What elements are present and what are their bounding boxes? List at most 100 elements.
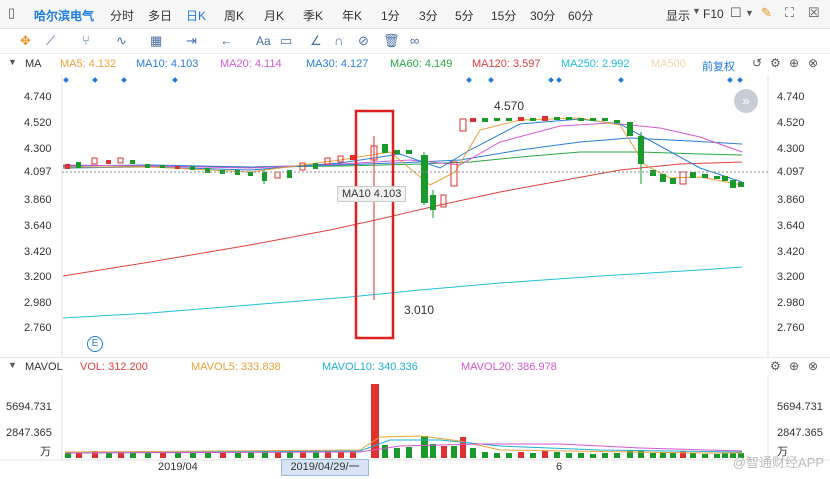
- period-tab[interactable]: 1分: [381, 9, 400, 23]
- low-price-label: 3.010: [404, 303, 435, 317]
- mavol20-line: [64, 443, 743, 454]
- collapse-icon[interactable]: ▼: [8, 57, 17, 67]
- price-tick: 4.740: [24, 91, 52, 103]
- wave-tool-icon[interactable]: ∿: [116, 33, 127, 48]
- magnet-icon[interactable]: ∩: [334, 33, 344, 48]
- price-tick: 2.980: [24, 297, 52, 309]
- chevron-down-icon[interactable]: ▼: [692, 6, 701, 16]
- ma60-label: MA60: 4.149: [390, 58, 453, 70]
- mavol5-label: MAVOL5: 333.838: [191, 361, 281, 373]
- period-tab[interactable]: 月K: [264, 9, 285, 23]
- ma-legend: ▼ MA MA5: 4.132 MA10: 4.103 MA20: 4.114 …: [0, 54, 830, 74]
- ruler-icon[interactable]: ∠: [310, 33, 322, 48]
- date-label: 2019/04: [158, 461, 198, 473]
- text-tool[interactable]: Aa: [256, 34, 271, 48]
- price-tick-right-current: 4.097: [777, 166, 805, 178]
- period-tab[interactable]: 60分: [568, 9, 594, 23]
- checkbox-icon[interactable]: ☐: [730, 5, 742, 20]
- period-tab[interactable]: 季K: [303, 9, 324, 23]
- mavol10-line: [64, 439, 743, 454]
- close-icon[interactable]: ⊗: [808, 56, 819, 70]
- volume-tick-right: 2847.365: [777, 427, 823, 439]
- price-tick-right: 3.860: [777, 194, 805, 206]
- event-markers: [63, 77, 743, 83]
- close-icon[interactable]: ⊗: [808, 359, 819, 373]
- panel-toggle-icon[interactable]: ▯: [8, 5, 16, 20]
- period-tab-active[interactable]: 日K: [186, 9, 207, 23]
- spike-candle: [370, 145, 378, 161]
- price-tick: 3.860: [24, 194, 52, 206]
- price-tick-right: 3.640: [777, 220, 805, 232]
- ma5-label: MA5: 4.132: [60, 58, 117, 70]
- volume-unit: 万: [40, 446, 51, 458]
- move-icon[interactable]: ✥: [20, 33, 31, 48]
- ma10-line: [62, 118, 743, 183]
- collapse-icon[interactable]: ▼: [8, 360, 17, 370]
- price-tick: 4.520: [24, 117, 52, 129]
- settings-icon[interactable]: ⚙: [770, 56, 781, 70]
- ma500-label: MA500: [651, 58, 686, 70]
- stock-name[interactable]: 哈尔滨电气: [34, 9, 95, 23]
- display-menu[interactable]: 显示: [666, 9, 691, 23]
- highlight-box: [354, 109, 395, 340]
- fork-tool-icon[interactable]: ⑂: [82, 33, 90, 48]
- ma250-label: MA250: 2.992: [561, 58, 630, 70]
- adjust-menu[interactable]: 前复权: [702, 61, 735, 73]
- price-tick-right: 4.740: [777, 91, 805, 103]
- period-tab[interactable]: 周K: [224, 9, 245, 23]
- grid-tool-icon[interactable]: ▦: [150, 33, 163, 48]
- link-icon[interactable]: ∞: [410, 33, 420, 48]
- mavol-title: MAVOL: [25, 361, 63, 373]
- mavol20-label: MAVOL20: 386.978: [461, 361, 557, 373]
- period-tab[interactable]: 分时: [110, 9, 135, 23]
- ma30-label: MA30: 4.127: [306, 58, 369, 70]
- mavol5-line: [64, 435, 742, 454]
- date-label: 6: [556, 461, 563, 473]
- close-panel-icon[interactable]: ☒: [808, 5, 820, 20]
- expand-arrows-icon[interactable]: »: [734, 89, 758, 113]
- period-tab[interactable]: 15分: [491, 9, 517, 23]
- ma120-label: MA120: 3.597: [472, 58, 541, 70]
- line-tool-icon[interactable]: ⟋: [46, 33, 56, 48]
- trash-icon[interactable]: 🗑: [383, 33, 400, 48]
- price-tick-right: 4.300: [777, 143, 805, 155]
- price-tick-right: 3.200: [777, 271, 805, 283]
- add-icon[interactable]: ⊕: [789, 359, 800, 373]
- ma20-line: [62, 122, 743, 169]
- price-tick: 3.200: [24, 271, 52, 283]
- candlesticks: [65, 116, 744, 300]
- toolbar: ▯ 哈尔滨电气 分时 多日 日K 周K 月K 季K 年K 1分 3分 5分 15…: [0, 0, 830, 29]
- mavol10-label: MAVOL10: 340.336: [322, 361, 418, 373]
- ma10-label: MA10: 4.103: [136, 58, 199, 70]
- watermark: @智通财经APP: [732, 455, 824, 470]
- event-e-icon[interactable]: E: [87, 336, 103, 352]
- chevron-down-icon[interactable]: ▼: [745, 8, 754, 18]
- volume-tick-right: 5694.731: [777, 401, 823, 413]
- hide-icon[interactable]: ⊘: [358, 33, 369, 48]
- ma5-line: [63, 117, 743, 186]
- arrow-left-icon[interactable]: ←: [220, 33, 233, 48]
- price-tick: 4.300: [24, 143, 52, 155]
- fullscreen-icon[interactable]: ⛶: [785, 5, 795, 20]
- spike-volume-bar: [371, 384, 379, 458]
- period-tab[interactable]: 5分: [455, 9, 474, 23]
- ma30-line: [62, 137, 743, 168]
- ma-title: MA: [25, 58, 42, 70]
- period-tab[interactable]: 3分: [419, 9, 438, 23]
- price-tick: 3.420: [24, 246, 52, 258]
- pencil-icon[interactable]: ✎: [761, 5, 772, 20]
- period-tab[interactable]: 多日: [148, 9, 173, 23]
- period-tab[interactable]: 30分: [530, 9, 556, 23]
- f10-button[interactable]: F10: [703, 7, 724, 21]
- range-tool-icon[interactable]: ⇥: [186, 33, 197, 48]
- reset-icon[interactable]: ↺: [752, 56, 763, 70]
- comment-icon[interactable]: ▭: [280, 33, 293, 48]
- high-price-label: 4.570: [494, 99, 525, 113]
- drawing-toolbar: ✥ ⟋ ⑂ ∿ ▦ ⇥ ← Aa ▭ ∠ ∩ ⊘ 🗑 ∞: [0, 29, 830, 54]
- settings-icon[interactable]: ⚙: [770, 359, 781, 373]
- selected-date: 2019/04/29/一: [281, 459, 369, 476]
- add-icon[interactable]: ⊕: [789, 56, 800, 70]
- period-tab[interactable]: 年K: [342, 9, 363, 23]
- price-tick-current: 4.097: [24, 166, 52, 178]
